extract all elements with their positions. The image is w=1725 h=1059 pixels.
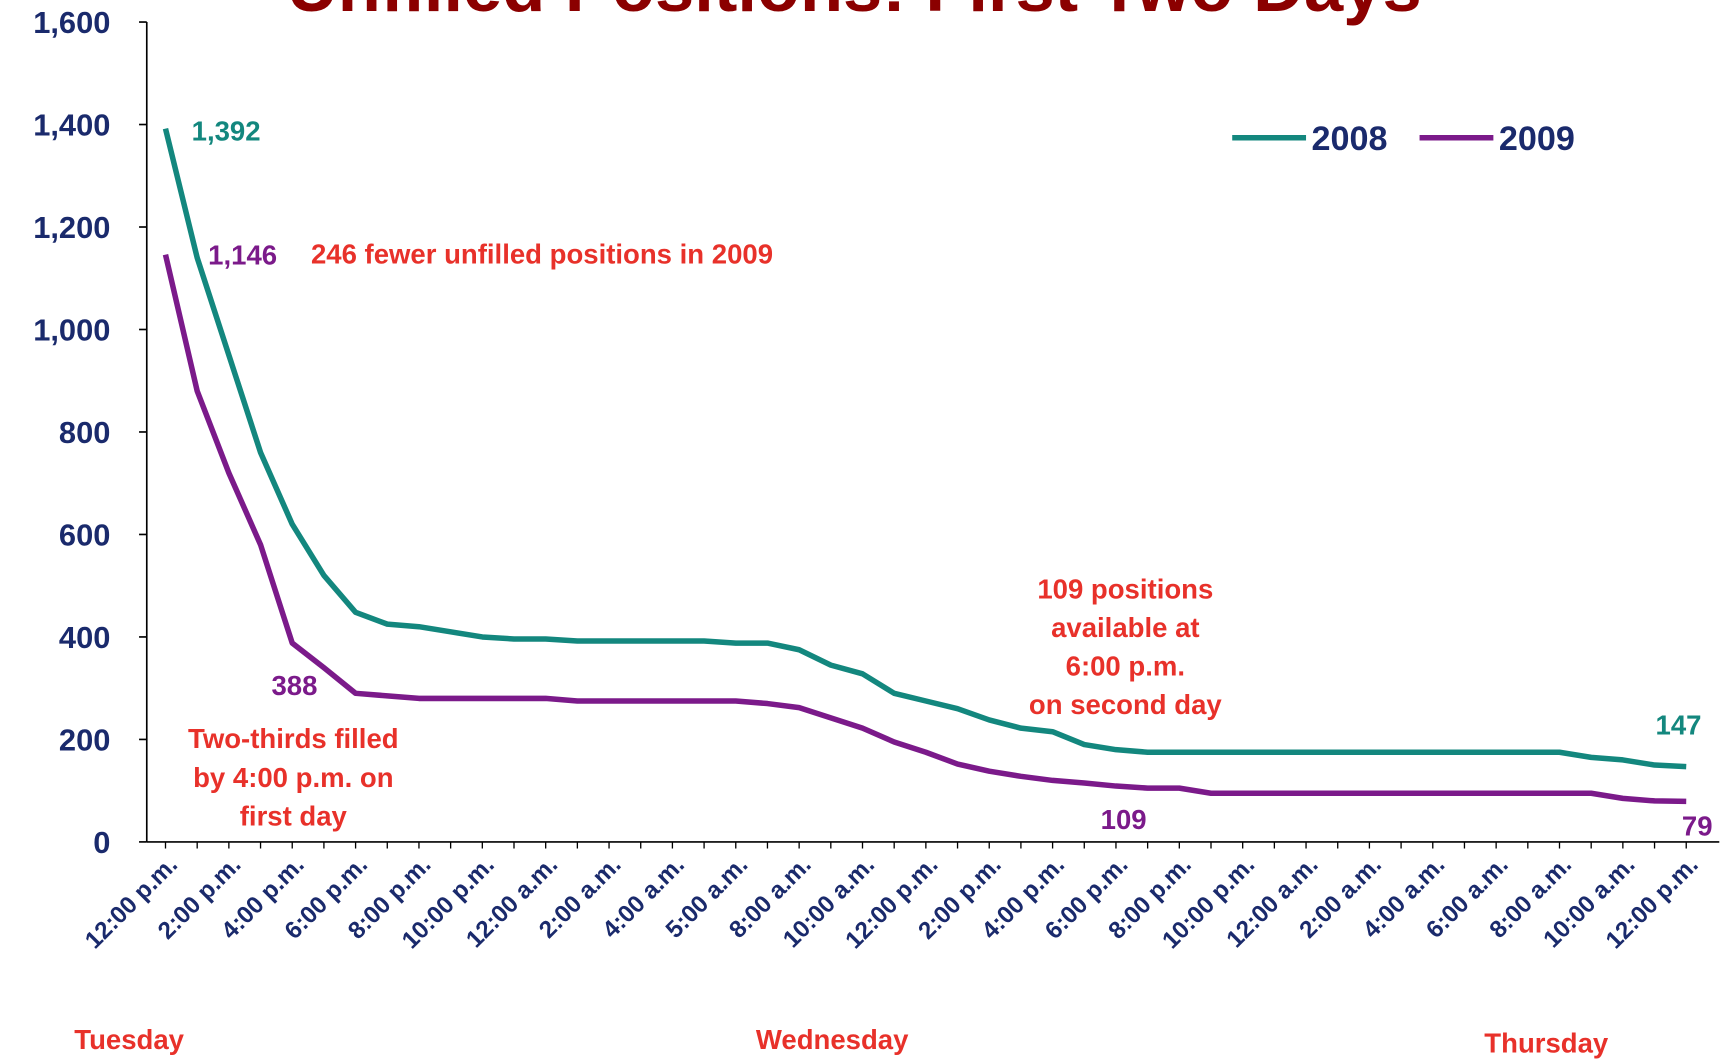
annotation: by 4:00 p.m. on [193,762,393,793]
y-tick-label: 0 [93,825,110,860]
value-label: 79 [1682,811,1713,842]
legend-label: 2009 [1499,120,1575,158]
chart-title: Unfilled Positions: First Two Days [287,0,1422,26]
value-label: 388 [271,670,317,701]
y-tick-label: 1,400 [33,108,110,143]
legend-label: 2008 [1312,120,1388,158]
day-label: Wednesday [756,1024,909,1055]
y-tick-label: 1,200 [33,210,110,245]
y-tick-label: 200 [59,722,110,757]
y-tick-label: 800 [59,415,110,450]
annotation: first day [240,800,348,831]
y-tick-label: 600 [59,517,110,552]
y-tick-label: 1,600 [33,5,110,40]
value-label: 1,146 [208,240,277,271]
annotation: Two-thirds filled [188,723,399,754]
series-line [162,254,1687,805]
y-tick-label: 1,000 [33,313,110,348]
value-label: 147 [1656,710,1702,741]
day-label: Thursday [1484,1027,1609,1058]
annotation: 246 fewer unfilled positions in 2009 [311,238,773,269]
y-tick-label: 400 [59,620,110,655]
annotation: 6:00 p.m. [1066,651,1185,682]
annotation: available at [1051,612,1199,643]
annotation: 109 positions [1037,573,1213,604]
value-label: 109 [1101,804,1147,835]
series-line [162,127,1687,770]
value-label: 1,392 [192,116,261,147]
annotation: on second day [1029,689,1222,720]
day-label: Tuesday [74,1024,184,1055]
